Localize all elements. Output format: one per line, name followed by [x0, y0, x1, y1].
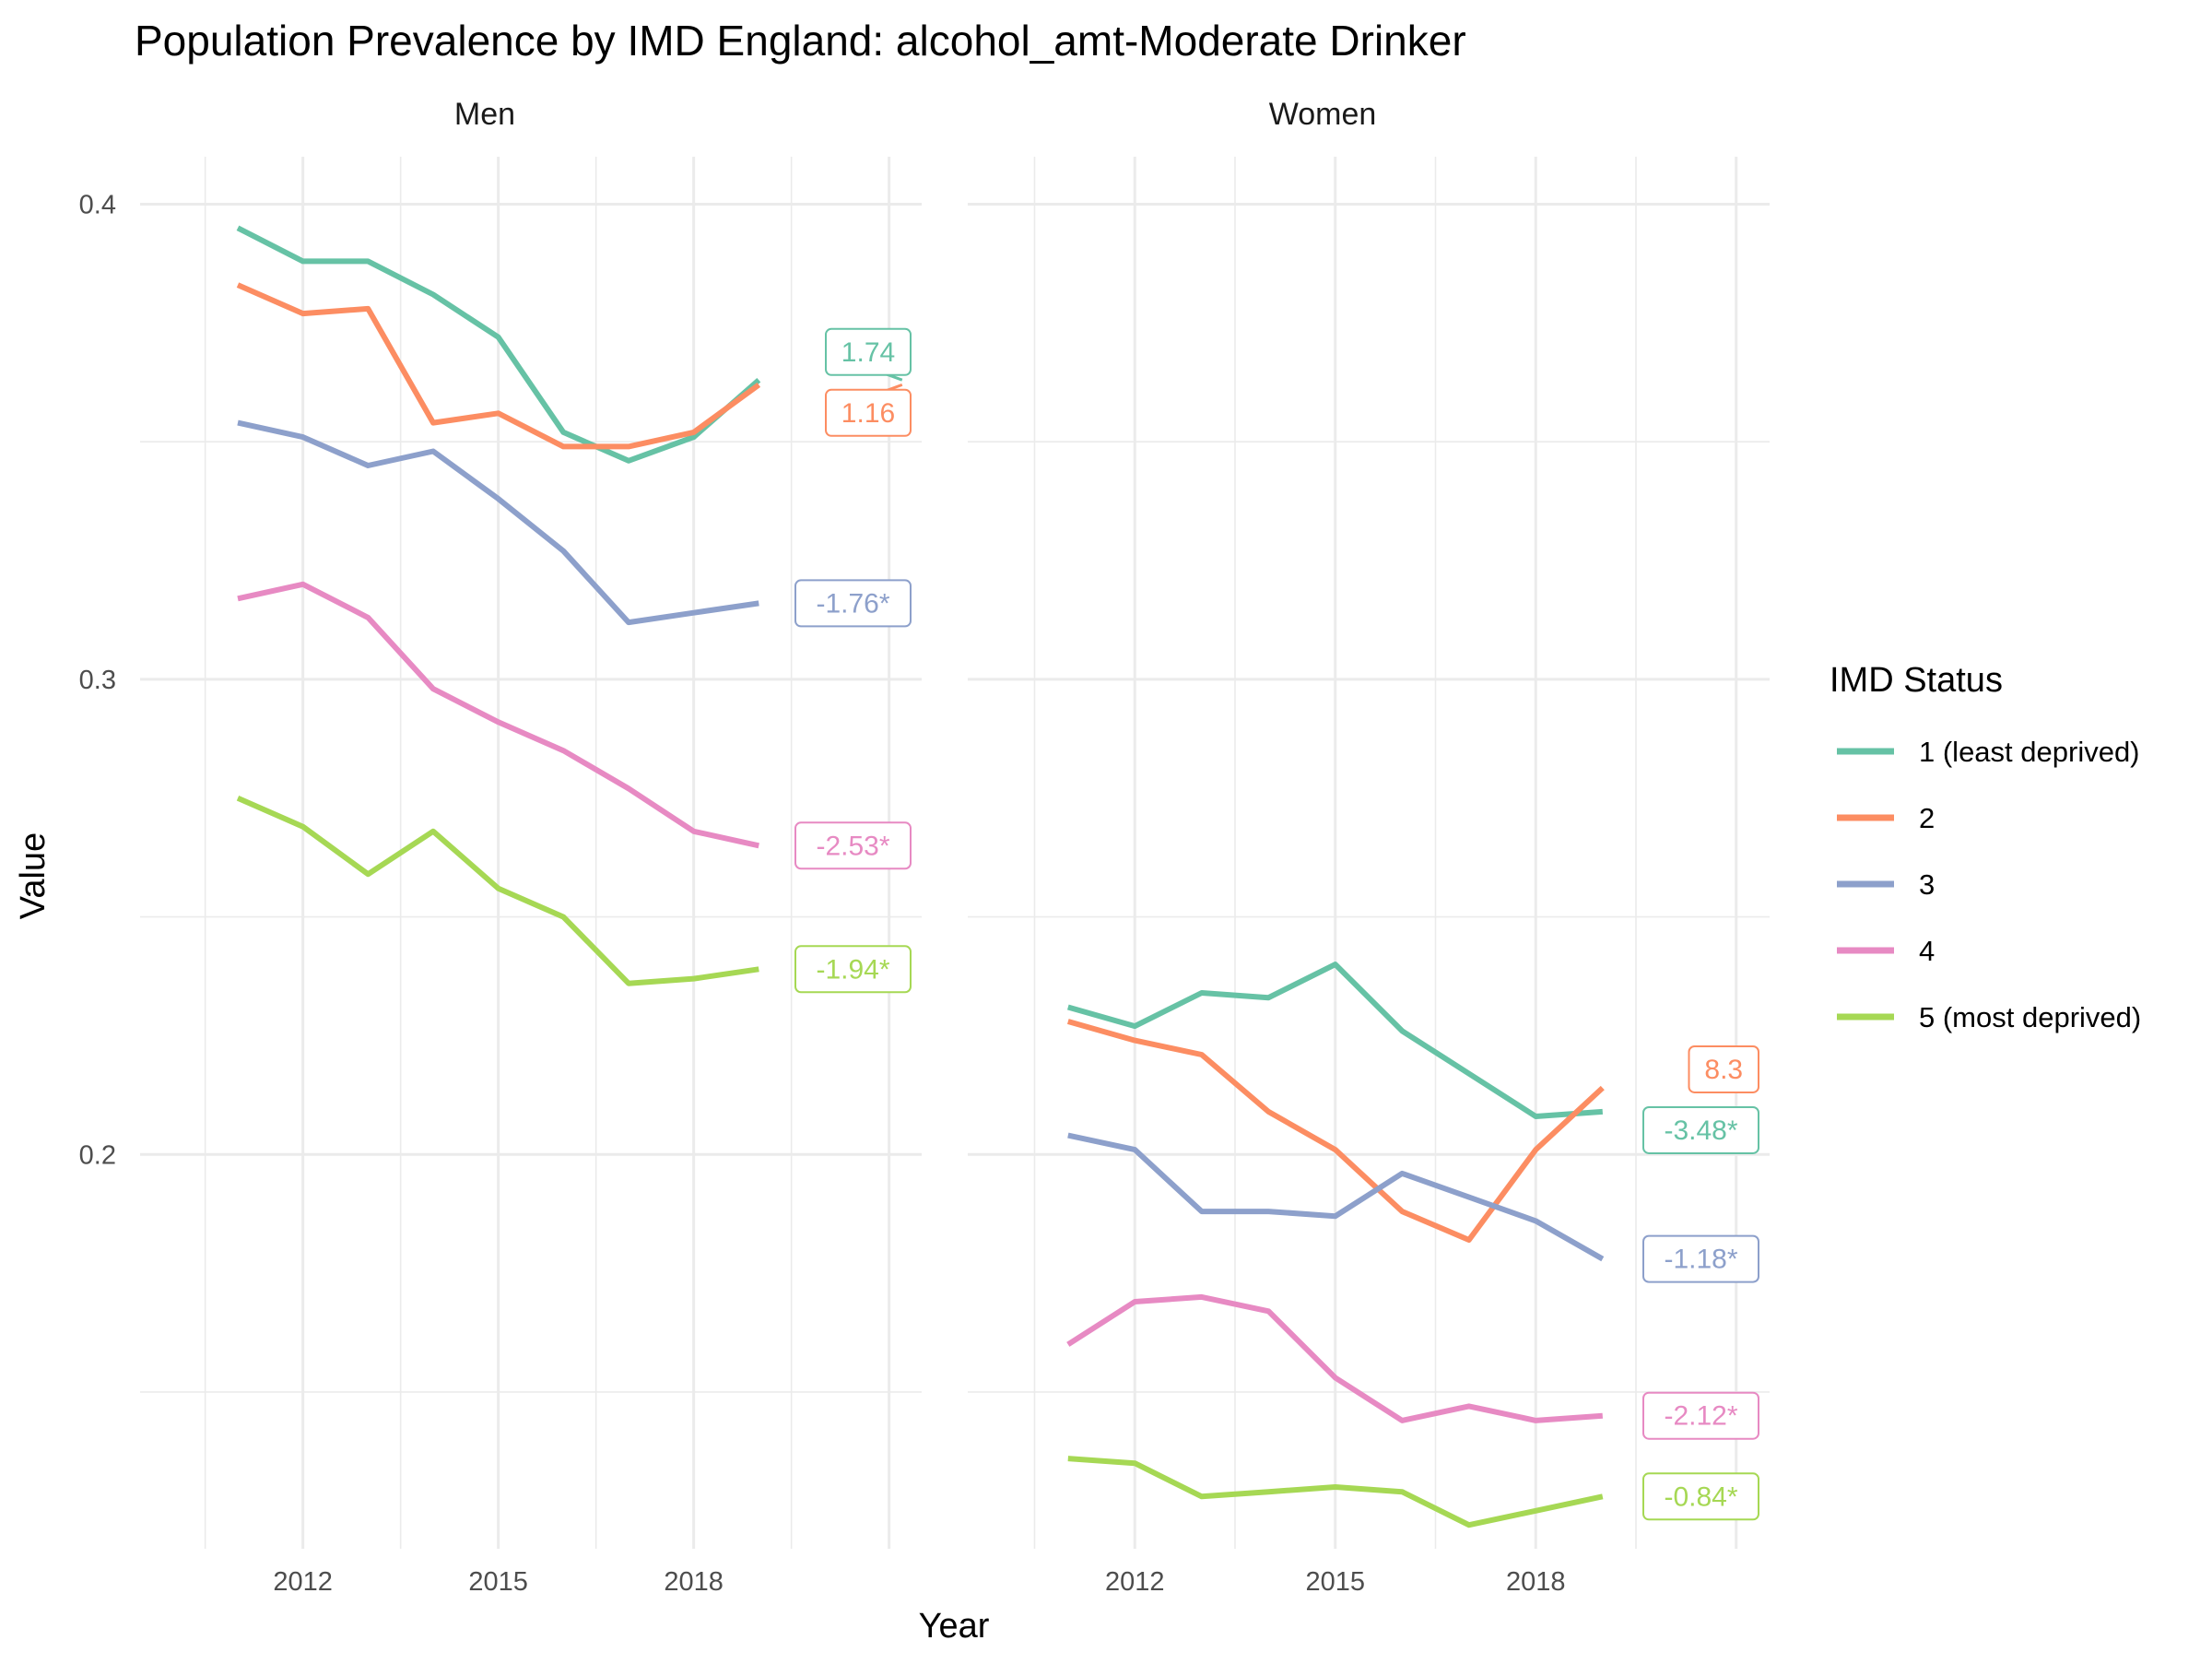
series-line-5	[236, 795, 759, 986]
series-line-2	[236, 282, 761, 450]
x-tick-label: 2012	[1105, 1567, 1165, 1597]
value-label-1: 1.74	[825, 327, 912, 382]
legend-label-2: 2	[1919, 802, 1935, 834]
value-label-text: -1.76*	[816, 588, 889, 619]
series-line-2	[1066, 1019, 1605, 1243]
value-label-4: -2.53*	[794, 821, 912, 870]
value-label-box	[794, 945, 912, 994]
value-label-text: 1.74	[841, 337, 895, 368]
series-line-1	[1066, 962, 1604, 1119]
value-label-text: 8.3	[1704, 1055, 1743, 1085]
x-axis-title: Year	[919, 1607, 990, 1646]
series-line-1	[236, 225, 761, 464]
value-label-box	[1642, 1472, 1759, 1521]
chart-title: Population Prevalence by IMD England: al…	[135, 17, 1466, 65]
value-label-3: -1.18*	[1642, 1234, 1759, 1283]
legend-label-5: 5 (most deprived)	[1919, 1001, 2141, 1033]
legend-label-4: 4	[1919, 935, 1935, 967]
value-label-box	[794, 579, 912, 628]
value-label-box	[825, 327, 912, 376]
value-label-5: -1.94*	[794, 945, 912, 994]
facet-label-women: Women	[1269, 97, 1377, 132]
value-label-text: -2.53*	[816, 831, 889, 861]
x-tick-label: 2012	[273, 1567, 333, 1597]
x-tick-label: 2015	[468, 1567, 528, 1597]
series-line-3	[237, 419, 759, 626]
y-tick-label: 0.3	[79, 666, 116, 695]
value-label-box	[794, 821, 912, 870]
legend-title: IMD Status	[1830, 661, 2003, 700]
value-label-box	[1642, 1391, 1759, 1440]
value-label-text: -2.12*	[1664, 1401, 1737, 1432]
value-label-box	[825, 388, 912, 437]
value-label-box	[1642, 1234, 1759, 1283]
grid	[968, 157, 1770, 1549]
panel-men: Men 2012 2015 2018 1.74 1.16 -1.76* -2.53* -1.94…	[140, 97, 922, 1597]
value-label-text: -1.94*	[816, 954, 889, 985]
value-label-box	[1642, 1105, 1759, 1154]
panel-women: Women 2012 2015 2018 8.3 -3.48* -1.18* -2.12* -0…	[968, 97, 1770, 1597]
series-line-5	[1067, 1456, 1604, 1528]
facet-label-men: Men	[454, 97, 515, 132]
panels: 0.2 0.3 0.4 Men 2012 2015 2018 1.74 1.16 -1.76* -2…	[79, 97, 1770, 1597]
value-label-text: -1.18*	[1664, 1245, 1737, 1275]
value-label-2: 1.16	[825, 383, 912, 437]
x-tick-label: 2018	[1506, 1567, 1566, 1597]
value-label-text: 1.16	[841, 398, 895, 429]
series-line-4	[237, 581, 759, 849]
legend-label-1: 1 (least deprived)	[1919, 736, 2140, 768]
x-tick-label: 2015	[1305, 1567, 1365, 1597]
y-tick-label: 0.2	[79, 1140, 116, 1170]
y-axis-title: Value	[14, 832, 53, 919]
value-label-2: 8.3	[1688, 1044, 1759, 1093]
x-tick-label: 2018	[664, 1567, 724, 1597]
value-label-1: -3.48*	[1642, 1105, 1759, 1154]
value-label-5: -0.84*	[1642, 1472, 1759, 1521]
value-label-box	[1688, 1044, 1759, 1093]
value-label-3: -1.76*	[794, 579, 912, 628]
value-label-text: -0.84*	[1664, 1481, 1737, 1512]
value-label-4: -2.12*	[1642, 1391, 1759, 1440]
series-line-3	[1067, 1132, 1605, 1262]
legend: IMD Status 1 (least deprived) 2 3 4 5 (most …	[1830, 661, 2141, 1033]
value-label-text: -3.48*	[1664, 1115, 1737, 1146]
legend-label-3: 3	[1919, 868, 1935, 901]
y-tick-label: 0.4	[79, 191, 116, 220]
series-line-4	[1066, 1293, 1604, 1423]
